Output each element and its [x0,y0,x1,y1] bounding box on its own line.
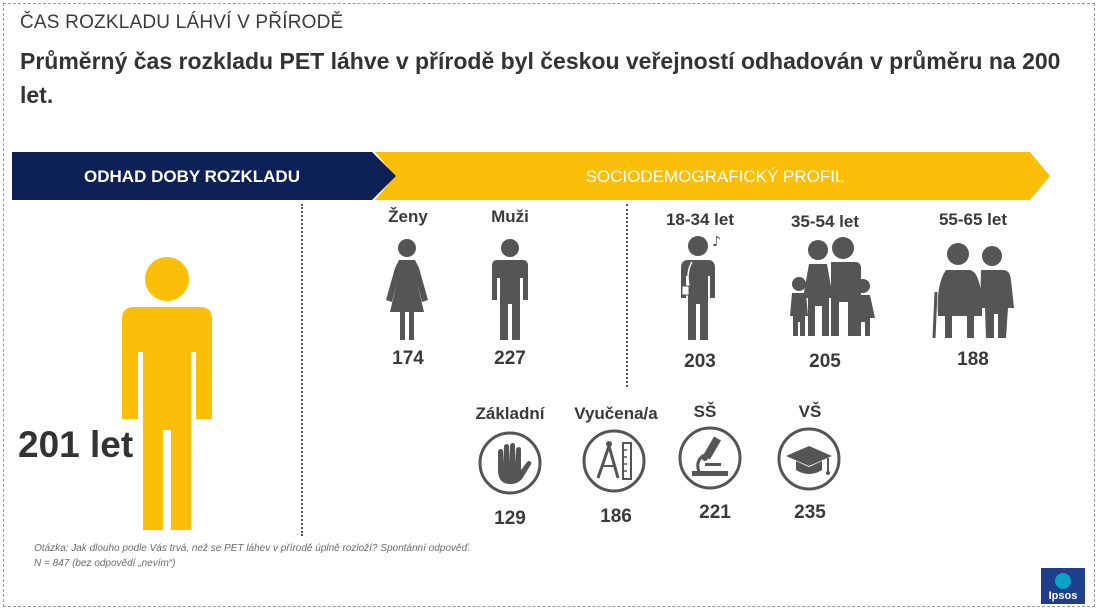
value-muzi: 227 [494,348,526,369]
man-icon [492,239,528,340]
svg-text:♪: ♪ [712,234,721,250]
family-icon [790,237,875,336]
value-vyucena: 186 [600,506,632,527]
value-age-35-54: 205 [809,351,841,372]
young-person-music-icon: ♪ [681,234,721,340]
logo-dot-icon [1055,573,1071,589]
woman-icon [386,239,428,340]
question-note: Otázka: Jak dlouho podle Vás trvá, než s… [34,543,471,554]
value-zeny: 174 [392,348,424,369]
slide-frame [3,3,1095,607]
label-zakladni: Základní [475,404,545,423]
banner-left-label: ODHAD DOBY ROZKLADU [84,167,300,186]
label-zeny: Ženy [388,207,428,226]
label-muzi: Muži [491,207,529,226]
label-vs: VŠ [798,402,822,421]
value-zakladni: 129 [494,508,526,529]
microscope-icon [678,426,742,490]
compass-ruler-icon [582,429,646,493]
label-age-18-34: 18-34 let [665,210,735,229]
graduation-cap-icon [777,427,841,491]
logo-text: Ipsos [1048,590,1078,602]
elderly-couple-icon [932,243,1014,339]
overall-person-icon [122,257,212,530]
banner-right-label: SOCIODEMOGRAFICKÝ PROFIL [585,167,845,186]
ipsos-logo: Ipsos [1041,568,1085,604]
hand-icon [478,431,542,495]
headline: Průměrný čas rozkladu PET láhve v přírod… [20,48,1061,108]
value-ss: 221 [699,502,731,523]
value-age-55-65: 188 [957,349,989,370]
label-age-55-65: 55-65 let [938,210,1008,229]
sample-note: N = 847 (bez odpovědí „nevím“) [34,558,176,569]
divider-left [301,204,303,536]
label-vyucena: Vyučena/a [574,404,658,423]
supertitle: ČAS ROZKLADU LÁHVÍ V PŘÍRODĚ [20,12,344,33]
divider-middle [626,204,628,387]
label-age-35-54: 35-54 let [790,212,860,231]
overall-value: 201 let [18,424,134,465]
label-ss: SŠ [693,402,717,421]
value-vs: 235 [794,502,826,523]
value-age-18-34: 203 [684,351,716,372]
